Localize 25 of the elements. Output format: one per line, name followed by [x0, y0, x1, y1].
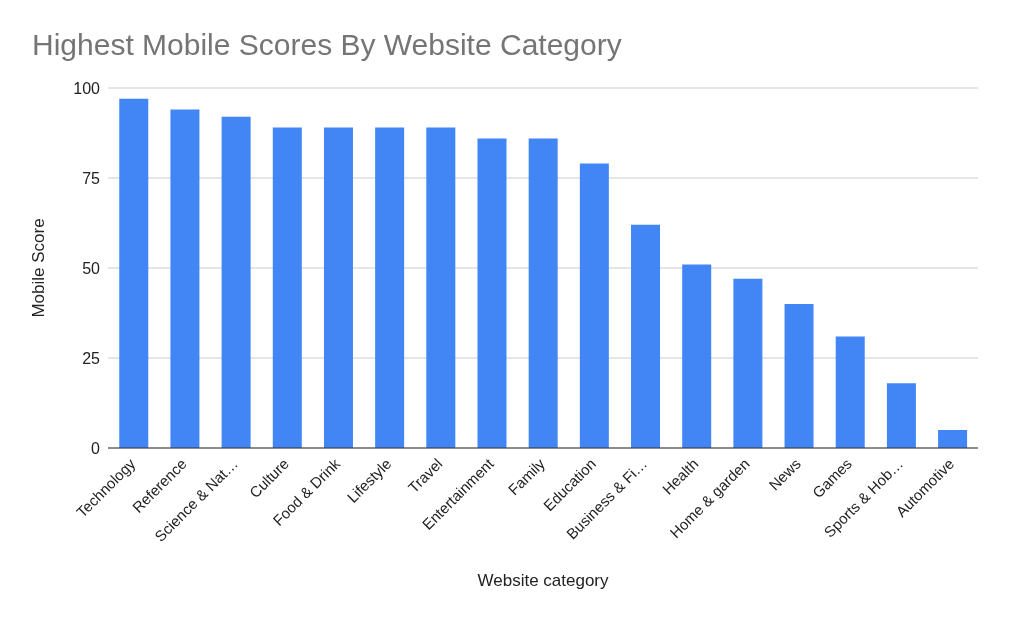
bar [477, 138, 507, 448]
bar [886, 383, 916, 448]
bar [835, 336, 865, 448]
bar [938, 430, 968, 448]
bar [733, 278, 763, 448]
bar [375, 127, 405, 448]
bar [682, 264, 712, 448]
bar [528, 138, 558, 448]
y-tick-label: 100 [73, 79, 101, 97]
bar [426, 127, 456, 448]
bar [323, 127, 353, 448]
x-axis-title: Website category [477, 571, 610, 590]
y-tick-label: 0 [91, 439, 101, 457]
chart-title: Highest Mobile Scores By Website Category [32, 28, 622, 62]
bar [579, 163, 609, 448]
y-tick-label: 75 [82, 169, 101, 187]
bar [170, 109, 200, 448]
y-axis-title: Mobile Score [29, 218, 49, 318]
bar [119, 98, 149, 448]
y-tick-label: 25 [82, 349, 101, 367]
bar [631, 224, 661, 448]
y-tick-label: 50 [82, 259, 101, 277]
bar [784, 304, 814, 448]
bar [272, 127, 302, 448]
bar [221, 116, 251, 448]
